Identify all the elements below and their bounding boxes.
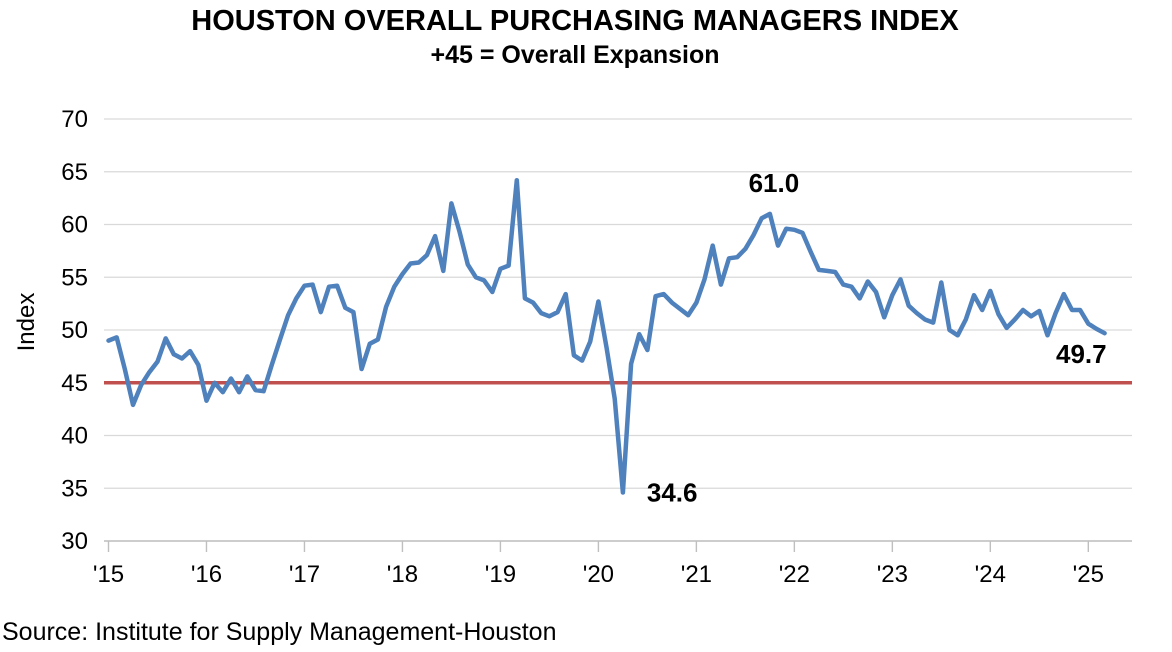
x-tick-label-22: '22 [779,561,810,588]
x-tick-label-17: '17 [289,561,320,588]
chart-title: HOUSTON OVERALL PURCHASING MANAGERS INDE… [191,5,959,37]
x-tick-label-24: '24 [975,561,1006,588]
y-tick-label-65: 65 [61,159,88,186]
y-tick-label-45: 45 [61,370,88,397]
y-tick-label-70: 70 [61,106,88,133]
x-tick-label-25: '25 [1073,561,1104,588]
y-tick-label-55: 55 [61,264,88,291]
y-tick-label-50: 50 [61,317,88,344]
y-axis-labels: 30 35 40 45 50 55 60 65 70 [61,106,88,555]
data-label-49.7: 49.7 [1056,339,1107,369]
x-tick-label-21: '21 [681,561,712,588]
x-tick-label-18: '18 [387,561,418,588]
data-label-34.6: 34.6 [647,478,698,508]
pmi-data-line [106,177,1107,495]
y-tick-label-40: 40 [61,423,88,450]
x-tick-label-23: '23 [877,561,908,588]
x-tick-label-16: '16 [191,561,222,588]
data-label-61.0: 61.0 [749,168,800,198]
x-tick-label-19: '19 [485,561,516,588]
y-tick-label-60: 60 [61,212,88,239]
y-tick-label-30: 30 [61,528,88,555]
gridlines [104,118,1132,542]
x-tick-label-15: '15 [93,561,124,588]
chart-subtitle: +45 = Overall Expansion [430,41,720,69]
x-axis-labels: '15 '16 '17 '18 '19 '20 '21 '22 '23 '24 '25 [93,561,1104,588]
data-labels: 61.0 34.6 49.7 [647,168,1107,508]
y-tick-label-35: 35 [61,475,88,502]
x-tick-label-20: '20 [583,561,614,588]
x-axis [104,540,1132,552]
source-note: Source: Institute for Supply Management-… [2,618,557,646]
